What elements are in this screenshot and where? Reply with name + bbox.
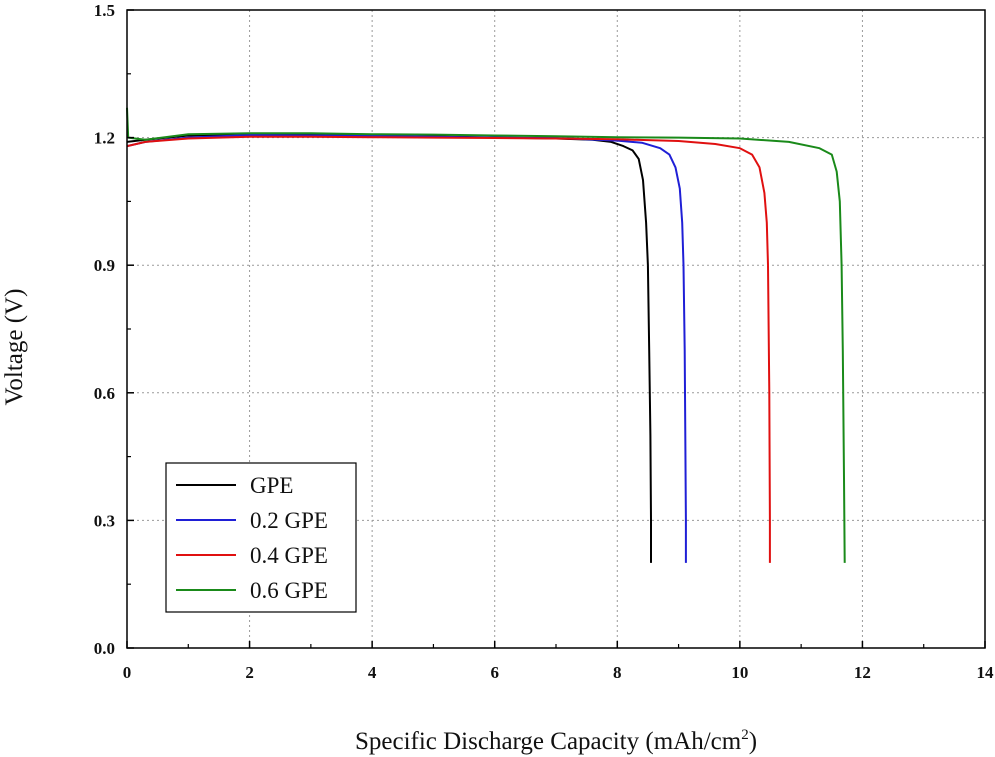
legend-label: 0.4 GPE bbox=[250, 543, 328, 568]
x-tick-label: 6 bbox=[490, 663, 499, 682]
series-line-0-4-gpe bbox=[126, 135, 771, 563]
y-tick-label: 0.9 bbox=[94, 256, 115, 275]
x-axis-title-superscript: 2 bbox=[741, 727, 749, 743]
legend-label: 0.6 GPE bbox=[250, 578, 328, 603]
x-tick-label: 12 bbox=[854, 663, 871, 682]
legend-label: GPE bbox=[250, 473, 293, 498]
y-tick-label: 1.2 bbox=[94, 129, 115, 148]
legend-label: 0.2 GPE bbox=[250, 508, 328, 533]
legend: GPE 0.2 GPE 0.4 GPE 0.6 GPE bbox=[165, 462, 357, 613]
x-tick-label: 8 bbox=[613, 663, 622, 682]
y-tick-label: 0.6 bbox=[94, 384, 115, 403]
x-tick-label: 10 bbox=[731, 663, 748, 682]
y-axis-title: Voltage (V) bbox=[1, 289, 28, 406]
x-tick-label: 0 bbox=[123, 663, 132, 682]
series-line-0-6-gpe bbox=[126, 107, 846, 563]
x-tick-label: 2 bbox=[245, 663, 254, 682]
axis-ticks: 0 2 4 6 8 10 12 14 0.0 0.3 0.6 0.9 1.2 1.5 bbox=[94, 1, 994, 682]
series-line-0-2-gpe bbox=[126, 134, 687, 563]
y-tick-label: 1.5 bbox=[94, 1, 115, 20]
series-lines bbox=[126, 107, 846, 563]
legend-box bbox=[165, 462, 357, 613]
y-tick-label: 0.3 bbox=[94, 511, 115, 530]
x-tick-label: 4 bbox=[368, 663, 377, 682]
x-axis-title: Specific Discharge Capacity (mAh/cm2) bbox=[355, 727, 757, 755]
x-tick-label: 14 bbox=[977, 663, 995, 682]
y-tick-label: 0.0 bbox=[94, 639, 115, 658]
